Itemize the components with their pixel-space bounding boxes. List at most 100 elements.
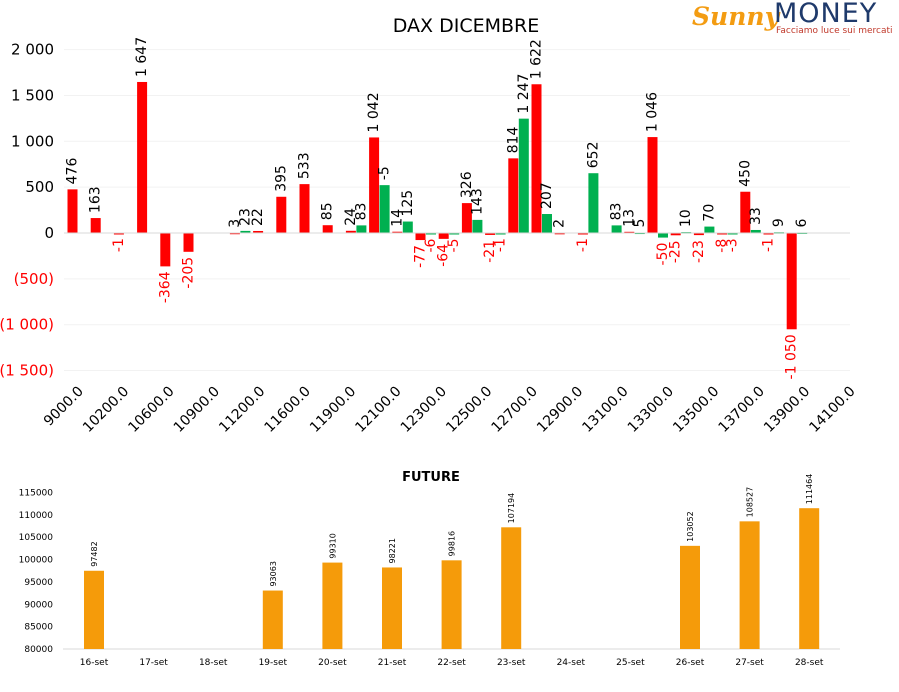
dax-data-label: 10 xyxy=(678,209,694,227)
future-chart-title: FUTURE xyxy=(402,470,460,485)
future-x-tick-label: 24-set xyxy=(557,658,586,668)
dax-data-label: 2 xyxy=(552,219,568,228)
dax-data-label: 83 xyxy=(609,203,625,221)
future-y-tick-label: 110000 xyxy=(19,511,54,521)
dax-bar xyxy=(670,233,681,236)
future-bar xyxy=(382,567,402,649)
dax-data-label: 14 xyxy=(389,209,405,227)
future-bar xyxy=(501,527,522,649)
dax-bar xyxy=(90,218,101,233)
dax-bar xyxy=(717,233,728,235)
dax-y-tick-label: (500) xyxy=(14,270,54,288)
future-data-label: 97482 xyxy=(90,541,99,566)
dax-bar xyxy=(402,221,413,233)
dax-data-label: -21 xyxy=(482,240,498,263)
future-x-tick-label: 16-set xyxy=(80,658,109,668)
dax-data-label: -5 xyxy=(377,166,393,180)
dax-bar xyxy=(299,184,310,233)
future-y-tick-label: 85000 xyxy=(24,623,53,633)
dax-y-tick-label: (1 500) xyxy=(0,362,54,380)
future-x-tick-label: 19-set xyxy=(259,658,288,668)
future-y-tick-label: 90000 xyxy=(24,600,53,610)
dax-data-label: 24 xyxy=(343,208,359,226)
dax-bar xyxy=(113,233,124,235)
dax-data-label: -1 xyxy=(493,238,509,252)
dax-chart-title: DAX DICEMBRE xyxy=(393,15,540,37)
dax-data-label: 207 xyxy=(539,182,555,209)
future-bar xyxy=(441,560,462,649)
dax-data-label: -77 xyxy=(413,245,429,268)
dax-bar xyxy=(183,233,194,252)
dax-bar xyxy=(449,233,460,235)
dax-bar xyxy=(253,230,264,233)
dax-data-label: 6 xyxy=(794,218,810,227)
dax-bar xyxy=(658,233,668,238)
future-bar xyxy=(322,562,343,649)
dax-bar xyxy=(67,189,78,233)
dax-data-label: 395 xyxy=(273,165,289,192)
future-x-tick-label: 21-set xyxy=(378,658,407,668)
future-data-label: 108527 xyxy=(746,487,755,518)
dax-bar xyxy=(322,225,333,233)
dax-data-label: 9 xyxy=(771,218,787,227)
dax-data-label: 1 046 xyxy=(645,92,661,132)
future-y-tick-label: 105000 xyxy=(19,533,54,543)
dax-data-label: 1 622 xyxy=(529,39,545,79)
dax-data-label: -5 xyxy=(446,238,462,252)
dax-bar xyxy=(727,233,738,235)
dax-data-label: 83 xyxy=(353,203,369,221)
future-bar xyxy=(680,545,700,649)
future-x-tick-label: 18-set xyxy=(199,658,228,668)
dax-bar xyxy=(740,191,751,233)
dax-data-label: 450 xyxy=(737,160,753,187)
dax-y-tick-label: 1 000 xyxy=(11,132,54,150)
dax-bar xyxy=(554,232,565,235)
dax-bar xyxy=(160,233,171,267)
dax-data-label: -3 xyxy=(725,238,741,252)
dax-data-label: 33 xyxy=(748,207,764,225)
future-x-tick-label: 26-set xyxy=(676,658,705,668)
future-y-tick-label: 80000 xyxy=(24,645,53,655)
dax-dicembre-chart: DAX DICEMBRE 2 000 1 500 1 000 500 0 (500) (1 0… xyxy=(0,15,859,436)
future-y-tick-label: 115000 xyxy=(19,488,54,498)
dax-bar xyxy=(508,158,519,233)
dax-data-label: -6 xyxy=(423,238,439,252)
dax-bar xyxy=(485,233,496,235)
dax-data-label: 22 xyxy=(250,208,266,226)
dax-data-label: -1 xyxy=(761,238,777,252)
future-x-tick-label: 20-set xyxy=(318,658,347,668)
dax-data-label: -64 xyxy=(436,244,452,267)
dax-bar xyxy=(763,233,774,235)
dax-bar xyxy=(495,233,506,235)
dax-bar xyxy=(611,225,622,233)
dax-bar xyxy=(392,231,403,234)
future-data-label: 99816 xyxy=(448,531,457,556)
dax-bar xyxy=(750,229,761,233)
dax-bar xyxy=(786,233,797,330)
logo-sunny-text: Sunny xyxy=(692,2,780,31)
logo-tagline: Facciamo luce sui mercati xyxy=(776,26,893,36)
dax-bar xyxy=(137,81,148,234)
dax-y-tick-label: 1 500 xyxy=(11,86,54,104)
future-bar xyxy=(739,521,760,649)
future-data-label: 103052 xyxy=(686,511,695,542)
dax-y-tick-label: 0 xyxy=(44,224,54,242)
dax-data-label: 85 xyxy=(320,202,336,220)
logo-money-text: MONEY xyxy=(774,0,878,29)
future-bar xyxy=(262,590,283,649)
future-data-label: 111464 xyxy=(805,474,814,505)
future-data-label: 93063 xyxy=(269,561,278,586)
dax-data-label: -1 050 xyxy=(784,334,800,379)
dax-bar xyxy=(472,219,483,233)
dax-bar xyxy=(345,230,356,233)
dax-bar xyxy=(518,118,529,233)
dax-bar xyxy=(588,173,599,233)
dax-data-label: 533 xyxy=(297,152,313,179)
dax-data-label: 13 xyxy=(621,209,637,227)
dax-data-label: 3 xyxy=(227,219,243,228)
dax-bar xyxy=(438,233,449,239)
dax-data-label: 125 xyxy=(400,190,416,217)
future-x-tick-label: 22-set xyxy=(437,658,466,668)
future-bar xyxy=(84,570,104,649)
